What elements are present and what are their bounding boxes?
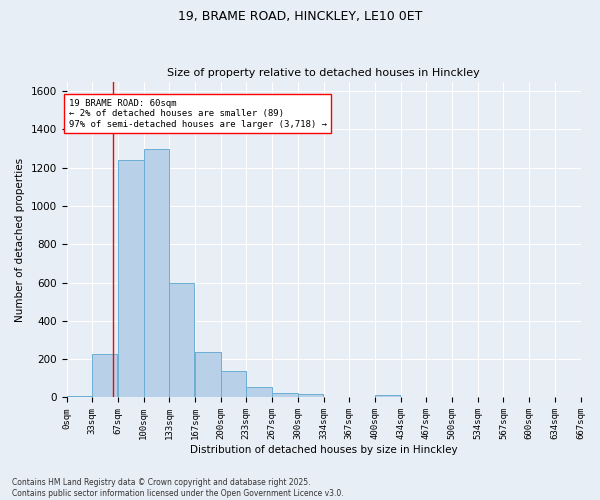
Y-axis label: Number of detached properties: Number of detached properties	[15, 158, 25, 322]
Text: Contains HM Land Registry data © Crown copyright and database right 2025.
Contai: Contains HM Land Registry data © Crown c…	[12, 478, 344, 498]
Text: 19 BRAME ROAD: 60sqm
← 2% of detached houses are smaller (89)
97% of semi-detach: 19 BRAME ROAD: 60sqm ← 2% of detached ho…	[69, 99, 327, 128]
Bar	[298, 394, 323, 398]
Bar	[246, 387, 272, 398]
Bar	[143, 148, 169, 398]
Bar	[272, 392, 298, 398]
Title: Size of property relative to detached houses in Hinckley: Size of property relative to detached ho…	[167, 68, 480, 78]
Bar	[92, 354, 118, 398]
Bar	[375, 394, 400, 398]
Bar	[118, 160, 143, 398]
Bar	[67, 396, 92, 398]
Bar	[221, 370, 246, 398]
Bar	[195, 352, 221, 398]
Bar	[169, 282, 194, 398]
X-axis label: Distribution of detached houses by size in Hinckley: Distribution of detached houses by size …	[190, 445, 457, 455]
Text: 19, BRAME ROAD, HINCKLEY, LE10 0ET: 19, BRAME ROAD, HINCKLEY, LE10 0ET	[178, 10, 422, 23]
